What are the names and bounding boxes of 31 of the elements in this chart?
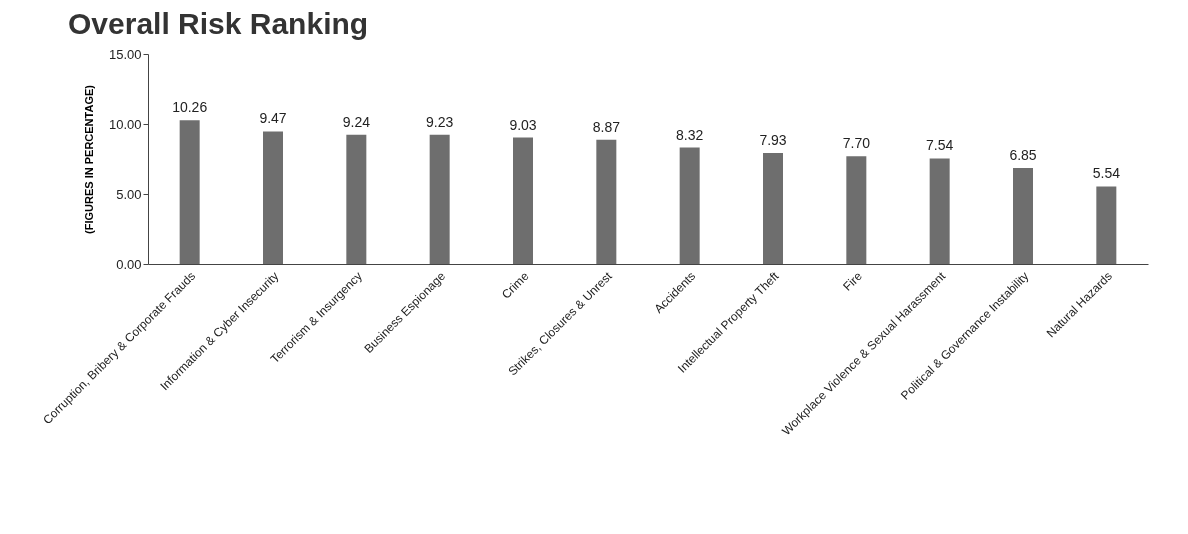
- y-tick-label: 5.00: [116, 186, 142, 202]
- data-label: 9.47: [259, 110, 287, 127]
- data-label: 6.85: [1009, 147, 1037, 164]
- y-tick-label: 10.00: [108, 116, 142, 132]
- data-label: 7.93: [759, 131, 787, 148]
- data-label: 9.24: [342, 113, 371, 130]
- bar: [763, 152, 783, 264]
- bar: [1013, 168, 1033, 264]
- data-label: 5.54: [1092, 165, 1121, 182]
- data-label: 7.70: [842, 135, 871, 152]
- bar: [513, 137, 533, 264]
- bar: [929, 158, 950, 264]
- x-tick-label: Fire: [840, 268, 866, 294]
- bar: [179, 120, 200, 264]
- data-label: 8.87: [592, 118, 621, 135]
- data-label: 10.26: [172, 99, 208, 116]
- bar: [429, 134, 450, 264]
- bar: [679, 147, 700, 264]
- bar: [1096, 186, 1117, 264]
- bar: [263, 131, 283, 264]
- bar: [346, 134, 367, 264]
- data-label: 8.32: [676, 126, 704, 143]
- data-label: 9.23: [426, 113, 454, 130]
- data-label: 7.54: [926, 137, 954, 154]
- bar: [846, 156, 867, 264]
- y-axis-title: (FIGURES IN PERCENTAGE): [82, 84, 95, 234]
- y-tick-label: 0.00: [116, 256, 142, 272]
- y-tick-label: 15.00: [108, 46, 142, 62]
- bar: [596, 139, 617, 264]
- chart-title: Overall Risk Ranking: [68, 7, 369, 40]
- data-label: 9.03: [509, 116, 537, 133]
